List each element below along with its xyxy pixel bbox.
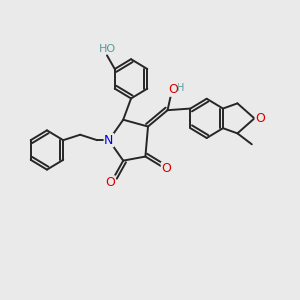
Text: H: H — [177, 83, 184, 93]
Text: O: O — [168, 83, 178, 96]
Text: O: O — [161, 162, 171, 175]
Text: HO: HO — [98, 44, 116, 53]
Text: N: N — [104, 134, 114, 147]
Text: O: O — [105, 176, 115, 189]
Text: O: O — [255, 112, 265, 125]
